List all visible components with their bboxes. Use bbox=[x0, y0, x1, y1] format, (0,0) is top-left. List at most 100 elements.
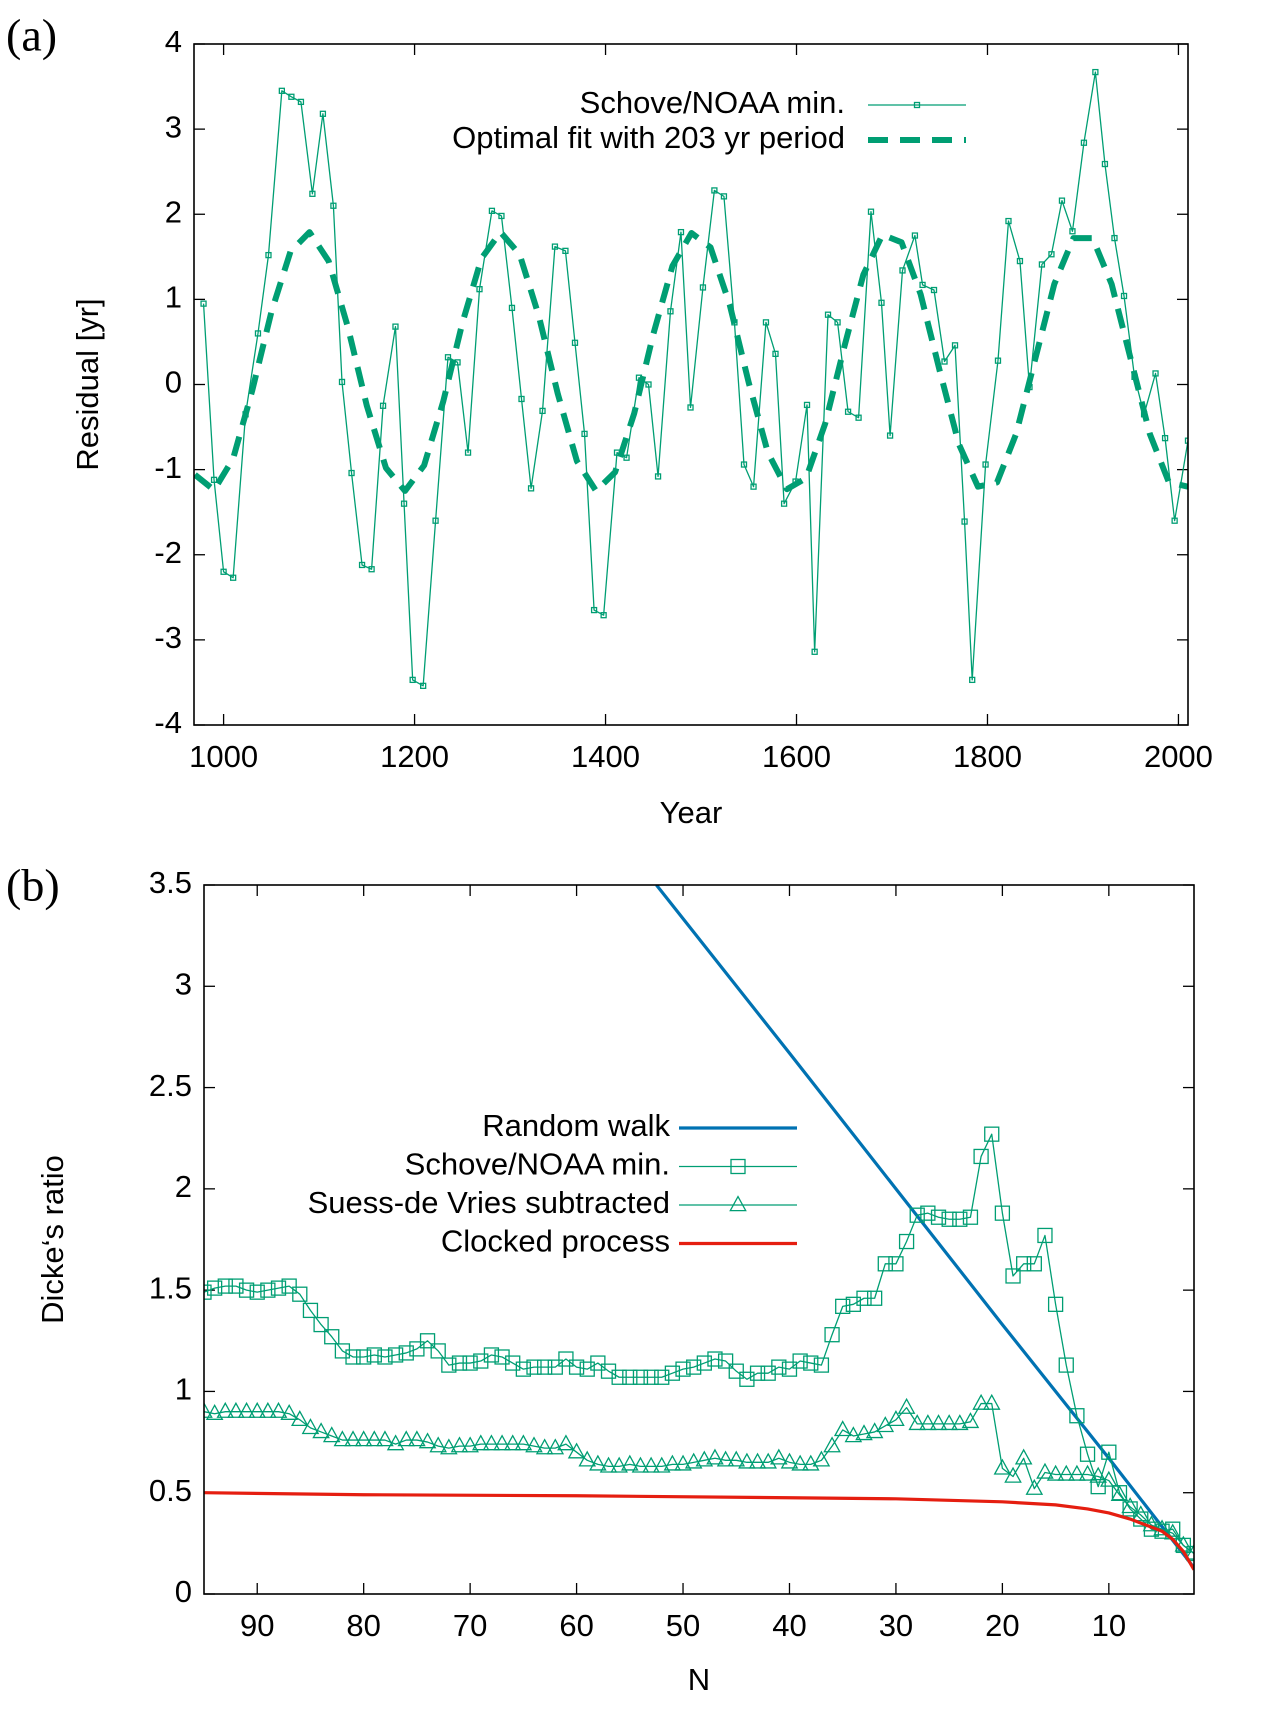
marker-square bbox=[518, 395, 525, 403]
marker-square bbox=[358, 561, 366, 569]
marker-square bbox=[699, 284, 707, 291]
marker-triangle bbox=[621, 1454, 639, 1471]
marker-square bbox=[982, 461, 989, 468]
marker-triangle bbox=[887, 1410, 905, 1427]
marker-square bbox=[834, 319, 841, 326]
marker-triangle bbox=[1004, 1466, 1022, 1483]
marker-square bbox=[780, 500, 788, 507]
marker-square bbox=[1079, 1446, 1096, 1462]
x-tick-label: 1200 bbox=[380, 739, 449, 774]
marker-square bbox=[667, 308, 674, 315]
marker-square bbox=[476, 286, 483, 293]
marker-triangle bbox=[322, 1426, 341, 1443]
marker-square bbox=[877, 1256, 893, 1272]
x-tick-label: 1400 bbox=[571, 739, 640, 774]
y-tick-label: 1.5 bbox=[149, 1270, 192, 1305]
marker-triangle bbox=[1153, 1519, 1171, 1536]
y-tick-label: 4 bbox=[165, 24, 182, 59]
x-tick-label: 2000 bbox=[1144, 739, 1213, 774]
plot-frame bbox=[193, 43, 1189, 726]
marker-square bbox=[441, 1357, 457, 1373]
marker-square bbox=[462, 1355, 478, 1371]
x-tick-label: 1800 bbox=[953, 739, 1022, 774]
y-tick-label: -2 bbox=[154, 535, 182, 570]
marker-triangle bbox=[333, 1430, 352, 1447]
marker-square bbox=[878, 299, 885, 306]
marker-triangle bbox=[589, 1454, 607, 1471]
plot-area bbox=[204, 885, 1194, 1571]
marker-triangle bbox=[972, 1393, 990, 1410]
marker-triangle bbox=[301, 1418, 320, 1435]
x-tick-label: 1000 bbox=[189, 739, 258, 774]
marker-square bbox=[1005, 1268, 1021, 1284]
marker-triangle bbox=[599, 1456, 618, 1473]
marker-square bbox=[941, 1211, 957, 1227]
marker-square bbox=[254, 330, 262, 337]
marker-square bbox=[302, 1302, 319, 1319]
marker-triangle bbox=[823, 1436, 841, 1453]
marker-square bbox=[451, 1355, 468, 1371]
marker-triangle bbox=[695, 1450, 714, 1467]
marker-square bbox=[398, 1345, 414, 1361]
marker-square bbox=[432, 517, 439, 524]
marker-square bbox=[430, 1343, 446, 1359]
marker-square bbox=[1171, 517, 1178, 524]
marker-square bbox=[260, 1282, 276, 1298]
marker-triangle bbox=[344, 1430, 362, 1447]
marker-square bbox=[338, 378, 346, 386]
marker-square bbox=[909, 1207, 925, 1223]
marker-triangle bbox=[227, 1401, 245, 1418]
x-tick-label: 90 bbox=[240, 1608, 274, 1643]
y-tick-label: 3.5 bbox=[149, 865, 192, 900]
marker-square bbox=[330, 202, 337, 209]
x-tick-label: 50 bbox=[666, 1608, 700, 1643]
marker-square bbox=[855, 414, 862, 421]
marker-square bbox=[711, 187, 718, 194]
marker-square bbox=[803, 1355, 819, 1371]
marker-square bbox=[632, 1369, 649, 1385]
marker-square bbox=[356, 1349, 372, 1365]
marker-triangle bbox=[1078, 1464, 1097, 1481]
marker-square bbox=[392, 323, 399, 330]
marker-square bbox=[270, 1280, 287, 1296]
marker-square bbox=[278, 87, 285, 94]
marker-square bbox=[420, 682, 427, 689]
marker-square bbox=[444, 354, 452, 361]
marker-triangle bbox=[929, 1414, 948, 1431]
marker-square bbox=[913, 101, 921, 109]
marker-square bbox=[409, 676, 416, 684]
marker-square bbox=[1122, 1501, 1138, 1517]
marker-triangle bbox=[897, 1397, 916, 1414]
marker-square bbox=[210, 476, 218, 483]
marker-triangle bbox=[982, 1393, 1001, 1410]
marker-square bbox=[969, 676, 976, 684]
marker-triangle bbox=[993, 1458, 1012, 1475]
y-axis-label: Dicke‘s ratio bbox=[35, 1155, 70, 1324]
marker-square bbox=[527, 485, 535, 492]
marker-square bbox=[1120, 292, 1128, 300]
series-line bbox=[194, 229, 1188, 494]
series-line bbox=[204, 1491, 1194, 1571]
marker-square bbox=[1186, 1545, 1194, 1562]
marker-square bbox=[590, 606, 598, 614]
marker-triangle bbox=[535, 1438, 554, 1455]
marker-triangle bbox=[567, 1442, 586, 1459]
marker-triangle bbox=[961, 1412, 980, 1429]
marker-square bbox=[526, 1359, 542, 1375]
marker-square bbox=[930, 286, 938, 294]
marker-square bbox=[1101, 1444, 1117, 1460]
marker-square bbox=[1069, 1408, 1085, 1424]
y-tick-label: 1 bbox=[165, 280, 182, 315]
marker-square bbox=[654, 1369, 670, 1385]
marker-square bbox=[515, 1361, 532, 1377]
x-tick-label: 20 bbox=[985, 1608, 1019, 1643]
marker-triangle bbox=[1142, 1515, 1161, 1532]
marker-square bbox=[622, 1369, 638, 1385]
marker-triangle bbox=[1057, 1464, 1076, 1481]
marker-triangle bbox=[280, 1403, 298, 1420]
marker-triangle bbox=[833, 1420, 852, 1437]
marker-square bbox=[930, 1209, 947, 1225]
marker-square bbox=[590, 1355, 606, 1371]
marker-square bbox=[464, 449, 472, 456]
marker-square bbox=[623, 454, 630, 461]
